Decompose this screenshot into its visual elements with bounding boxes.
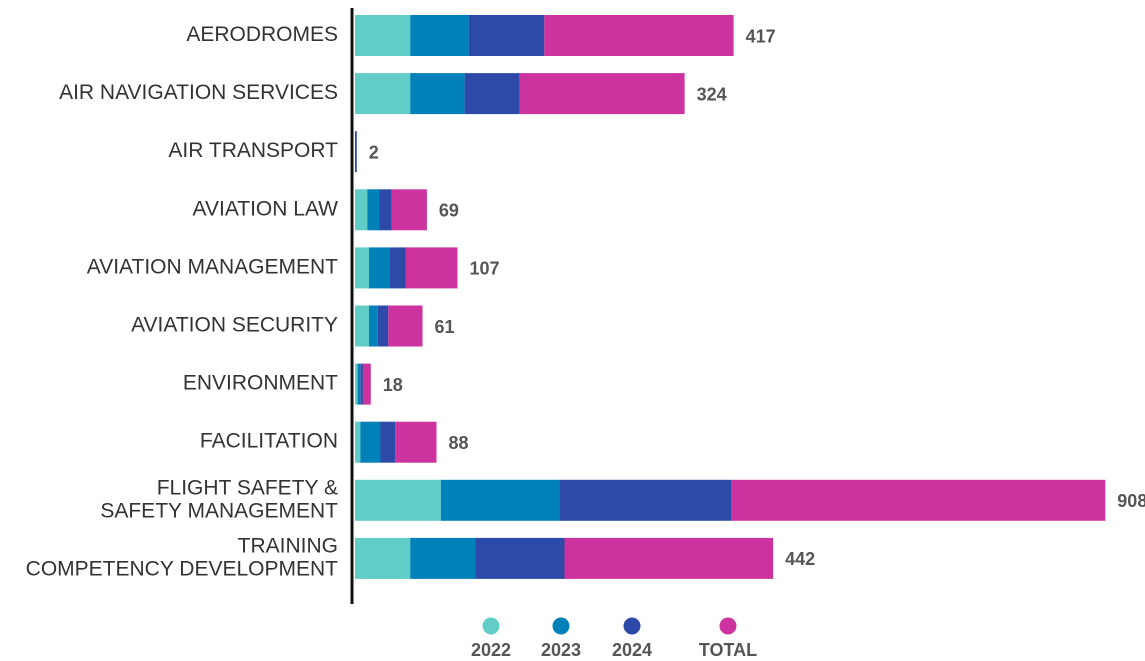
bar-segment-2022-3 [355,189,368,231]
bar-segment-2023-9 [410,537,476,579]
total-label-0: 417 [746,26,776,46]
total-labels: 417 324 2 69 107 61 18 88 908 442 [369,26,1145,569]
bar-segment-2023-4 [369,247,390,289]
bar-segment-total-9 [564,537,774,579]
category-label-2: AIR TRANSPORT [168,139,338,162]
category-label-8-line-0: FLIGHT SAFETY & [157,476,338,499]
bar-segment-total-7 [395,421,437,463]
category-label-5: AVIATION SECURITY [131,314,338,337]
bar-segment-total-4 [405,247,458,289]
bar-segment-total-3 [391,189,427,231]
bar-segment-total-6 [362,363,371,405]
bar-segment-2022-4 [355,247,369,289]
bar-segment-2023-7 [360,421,381,463]
total-label-5: 61 [435,317,455,337]
bar-segment-total-5 [388,305,423,347]
legend-label-2024: 2024 [612,640,652,660]
bar-segment-2024-4 [389,247,406,289]
bar-segment-2023-0 [410,15,469,56]
category-label-4: AVIATION MANAGEMENT [87,255,338,278]
total-label-1: 324 [697,84,727,104]
bar-segment-total-0 [544,15,734,56]
legend-label-total: TOTAL [699,640,757,660]
legend: 2022 2023 2024 TOTAL [471,617,757,660]
bar-segment-2023-3 [367,189,380,231]
bar-segment-2024-8 [559,479,731,521]
bar-segment-2023-1 [410,73,465,115]
category-label-7: FACILITATION [200,430,338,453]
bar-segment-2022-7 [355,421,361,463]
total-label-2: 2 [369,142,379,162]
legend-swatch-total [719,617,737,635]
bar-segment-2023-5 [369,305,378,347]
category-label-9-line-0: TRAINING [238,534,338,557]
total-label-9: 442 [785,549,815,569]
bar-segment-2024-7 [380,421,396,463]
legend-label-2022: 2022 [471,640,511,660]
legend-swatch-2024 [623,617,641,635]
total-label-8: 908 [1117,491,1145,511]
total-label-3: 69 [439,201,459,221]
legend-swatch-2022 [482,617,500,635]
bar-segment-2024-2 [355,131,357,173]
bar-segment-2022-5 [355,305,369,347]
category-label-9-line-1: COMPETENCY DEVELOPMENT [26,557,339,580]
bar-segment-2024-1 [464,73,520,115]
bar-segment-2024-5 [377,305,389,347]
total-label-4: 107 [470,259,500,279]
bar-segment-2022-8 [355,479,441,521]
bar-segment-2023-6 [357,363,361,405]
legend-swatch-2023 [552,617,570,635]
bar-segment-2023-8 [440,479,560,521]
bar-segment-2022-6 [355,363,358,405]
bar-segment-2024-6 [360,363,363,405]
bar-segment-2022-1 [355,73,411,115]
category-label-3: AVIATION LAW [193,197,339,220]
bar-segment-2024-0 [468,15,545,56]
bar-segment-total-1 [519,73,685,115]
legend-label-2023: 2023 [541,640,581,660]
bar-segment-2022-0 [355,15,411,56]
bar-segment-total-8 [731,479,1106,521]
total-label-6: 18 [383,375,403,395]
category-labels: AERODROMES AIR NAVIGATION SERVICES AIR TRA… [26,23,339,580]
total-label-7: 88 [449,433,469,453]
category-label-1: AIR NAVIGATION SERVICES [59,81,338,104]
bar-segment-2024-9 [475,537,565,579]
bar-segment-2024-3 [379,189,392,231]
category-label-6: ENVIRONMENT [183,372,338,395]
category-label-8-line-1: SAFETY MANAGEMENT [100,499,338,522]
bar-segment-2022-9 [355,537,411,579]
bars-group [355,15,1106,579]
category-label-0: AERODROMES [186,23,338,46]
